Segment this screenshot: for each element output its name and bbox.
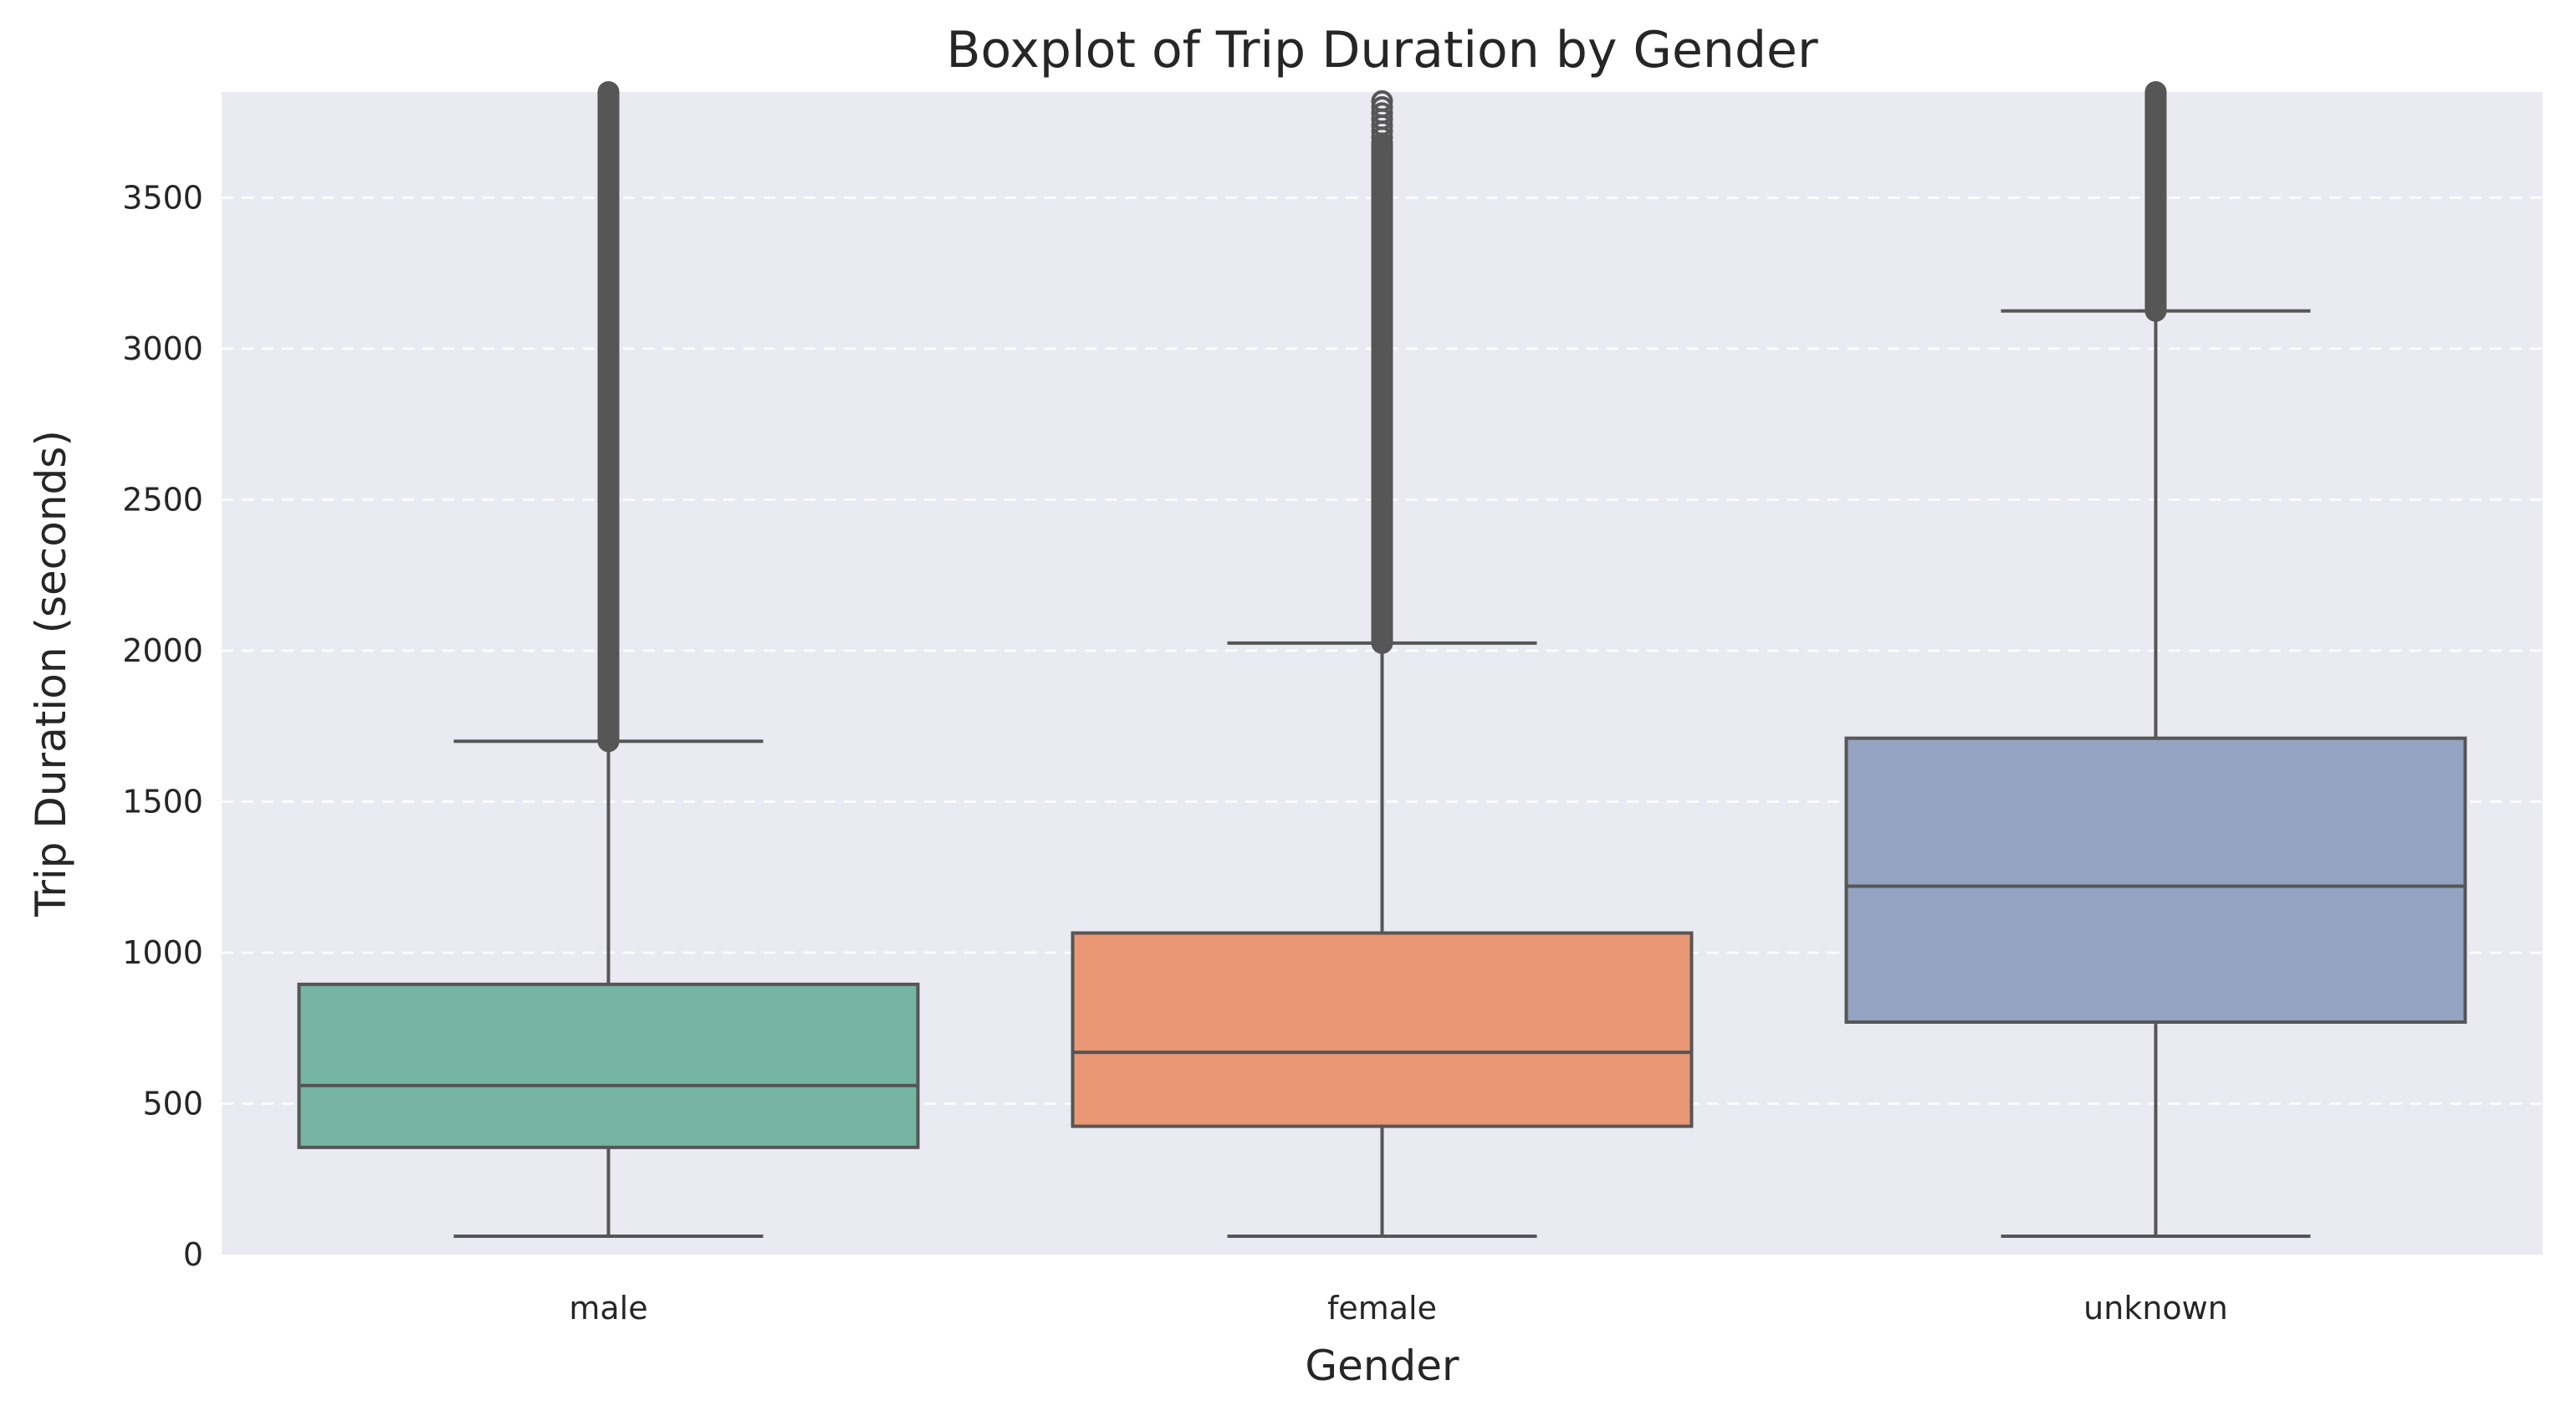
- box-group-female: [1071, 89, 1694, 1238]
- box-group-unknown: [1844, 81, 2467, 1238]
- y-axis-ticks: 0 500 1000 1500 2000 2500 3000 3500: [122, 179, 203, 1273]
- y-tick-label: 1500: [122, 783, 203, 820]
- y-tick-label: 3500: [122, 179, 203, 216]
- outlier-point: [1371, 96, 1393, 119]
- box-group-male: [297, 81, 920, 1238]
- y-tick-label: 500: [142, 1085, 203, 1122]
- y-tick-label: 0: [183, 1236, 203, 1273]
- y-tick-label: 2000: [122, 632, 203, 669]
- boxes: [297, 81, 2467, 1238]
- x-axis-label: Gender: [1305, 1342, 1459, 1390]
- iqr-box-female: [1071, 931, 1694, 1128]
- x-tick-label-unknown: unknown: [2083, 1290, 2228, 1327]
- iqr-box-unknown: [1844, 736, 2467, 1024]
- y-axis-label: Trip Duration (seconds): [27, 430, 75, 918]
- x-tick-label-male: male: [569, 1290, 647, 1327]
- outlier-point: [1371, 89, 1393, 112]
- chart-title: Boxplot of Trip Duration by Gender: [946, 21, 1818, 79]
- y-tick-label: 1000: [122, 934, 203, 971]
- x-tick-label-female: female: [1327, 1290, 1437, 1327]
- iqr-box-male: [297, 982, 920, 1149]
- outlier-point: [1371, 102, 1393, 125]
- x-axis-ticks: male female unknown: [569, 1290, 2227, 1327]
- y-tick-label: 3000: [122, 330, 203, 367]
- y-tick-label: 2500: [122, 481, 203, 518]
